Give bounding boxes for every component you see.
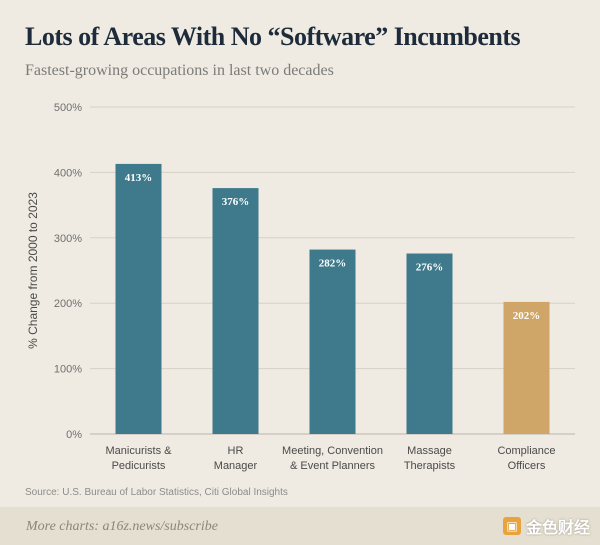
y-tick-label: 500% — [54, 102, 82, 114]
watermark-logo-icon: ▣ — [502, 517, 521, 535]
bar — [503, 301, 550, 434]
x-tick-label: Officers — [508, 460, 546, 472]
bar-chart: 0% 100% 200% 300% 400% 500% % Change from 2000… — [26, 102, 575, 472]
x-tick-label: Compliance — [497, 445, 555, 457]
bar — [115, 163, 162, 434]
x-tick-label: Manicurists & — [105, 445, 172, 457]
x-tick-label: Massage — [407, 445, 452, 457]
y-tick-label: 0% — [66, 429, 82, 441]
data-label: 276% — [416, 261, 444, 273]
x-tick-label: HR — [228, 445, 244, 457]
x-tick-label: Manager — [214, 460, 258, 472]
data-label: 413% — [125, 172, 153, 184]
y-tick-label: 200% — [54, 298, 82, 310]
y-tick-label: 100% — [54, 364, 82, 376]
chart-title: Lots of Areas With No “Software” Incumbe… — [25, 22, 521, 51]
data-label: 282% — [319, 258, 347, 270]
bar — [406, 253, 453, 434]
y-axis-label: % Change from 2000 to 2023 — [26, 192, 40, 349]
subscribe-link[interactable]: More charts: a16z.news/subscribe — [26, 519, 218, 534]
chart-subtitle: Fastest-growing occupations in last two … — [25, 62, 334, 79]
x-tick-label: Therapists — [404, 460, 456, 472]
x-tick-label: Pedicurists — [112, 460, 166, 472]
x-tick-label: Meeting, Convention — [282, 445, 383, 457]
source-note: Source: U.S. Bureau of Labor Statistics,… — [25, 487, 288, 498]
data-label: 202% — [513, 310, 541, 322]
data-label: 376% — [222, 196, 250, 208]
x-tick-label: & Event Planners — [290, 460, 375, 472]
y-tick-label: 300% — [54, 233, 82, 245]
y-tick-label: 400% — [54, 167, 82, 179]
bar — [212, 188, 259, 434]
bar — [309, 249, 356, 434]
watermark-text: 金色财经 — [525, 520, 590, 537]
footer-bar: More charts: a16z.news/subscribe ▣ 金色财经 — [0, 507, 600, 545]
watermark: ▣ 金色财经 — [502, 515, 590, 537]
